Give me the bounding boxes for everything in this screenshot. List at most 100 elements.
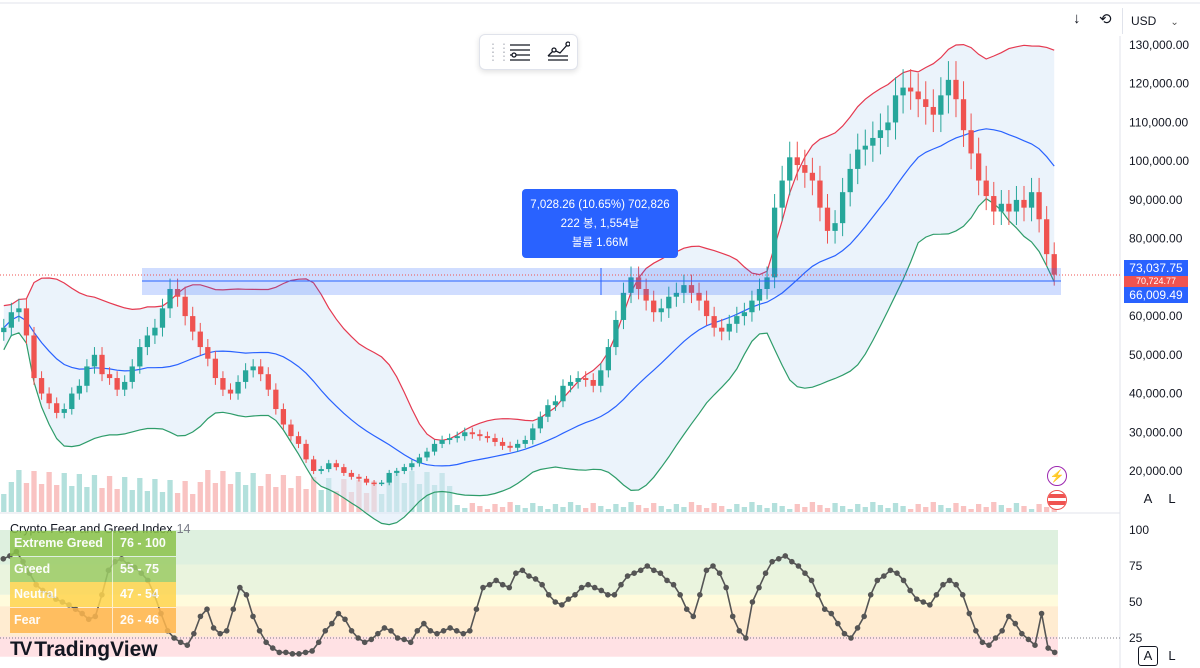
candle-body [983, 180, 989, 197]
fng-point [664, 577, 670, 584]
fng-point [1032, 642, 1038, 648]
currency-select[interactable]: USD ⌄ [1122, 8, 1200, 34]
zone-name: Greed [14, 561, 51, 576]
zone-divider [112, 582, 113, 607]
volume-bar [930, 502, 936, 512]
candle-body [76, 385, 82, 394]
candle-body [915, 91, 921, 100]
fng-point [841, 630, 848, 637]
zone-name: Neutral [14, 587, 58, 601]
fng-point [177, 639, 184, 646]
candle-body [749, 300, 755, 313]
fng-point [789, 558, 795, 565]
volume-bar [870, 502, 876, 512]
fng-point [493, 577, 499, 584]
candle-body [741, 312, 748, 317]
fng-point [769, 558, 775, 565]
volume-bar [318, 490, 324, 512]
fng-point [802, 570, 808, 576]
indicator-log-button[interactable]: L [1168, 648, 1176, 663]
fng-point [1019, 630, 1025, 637]
drag-handle-icon[interactable]: ⋮⋮ ⋮⋮ [487, 41, 510, 63]
volume-bar [447, 486, 453, 512]
fng-point [736, 628, 743, 634]
candle-body [507, 445, 513, 448]
fng-point [453, 628, 460, 634]
fng-point [256, 628, 263, 634]
object-tree-icon[interactable] [546, 41, 570, 63]
fng-point [1051, 649, 1058, 656]
floating-toolbar[interactable]: ⋮⋮ ⋮⋮ [479, 34, 578, 70]
lightning-icon[interactable]: ⚡ [1047, 466, 1067, 486]
candle-body [824, 207, 831, 231]
fng-point [552, 599, 559, 605]
volume-bar [242, 485, 249, 512]
fng-point [210, 625, 217, 631]
volume-bar [741, 507, 748, 512]
fng-point [835, 620, 841, 627]
volume-bar [953, 503, 959, 512]
volume-bar [703, 508, 710, 512]
candle-body [303, 443, 309, 460]
fng-point [795, 563, 802, 569]
volume-bar [295, 476, 302, 512]
candle-body [492, 438, 498, 442]
volume-bar [46, 472, 52, 512]
candle-body [530, 428, 536, 441]
zone-range: 76 - 100 [120, 536, 166, 550]
download-icon[interactable]: ↓ [1073, 10, 1081, 27]
candle-body [424, 451, 430, 458]
volume-bar [862, 507, 868, 512]
fng-point [486, 581, 493, 588]
fullscreen-icon[interactable]: ⟲ [1099, 11, 1112, 28]
volume-bar [809, 502, 816, 512]
volume-bar [454, 505, 460, 512]
zone-legend-row: Fear 26 - 46 [10, 607, 176, 633]
us-flag-icon[interactable] [1047, 490, 1067, 510]
candle-body [719, 327, 725, 332]
fng-point [907, 587, 913, 594]
volume-bar [507, 502, 513, 512]
candle-body [976, 153, 982, 181]
log-scale-button[interactable]: L [1168, 491, 1176, 506]
indicator-tick-label: 75 [1129, 559, 1143, 573]
price-tick-label: 110,000.00 [1129, 115, 1188, 129]
volume-bar [583, 508, 589, 512]
volume-bar [31, 471, 37, 512]
candle-body [998, 203, 1004, 212]
volume-bar [824, 508, 831, 512]
fng-point [986, 642, 992, 648]
indicator-auto-button[interactable]: A [1138, 646, 1158, 666]
candle-body [167, 288, 173, 309]
volume-bar [817, 505, 823, 512]
fng-point [381, 625, 388, 631]
candle-body [341, 467, 347, 473]
volume-bar [1044, 507, 1050, 512]
settings-lines-icon[interactable] [508, 41, 532, 63]
candle-body [598, 370, 604, 386]
candle-body [288, 424, 294, 437]
fng-point [289, 651, 296, 657]
fng-point [191, 630, 197, 637]
auto-scale-button[interactable]: A [1143, 491, 1153, 506]
candle-body [658, 308, 664, 313]
fng-point [394, 635, 401, 641]
volume-bar [711, 503, 717, 512]
candle-body [462, 432, 468, 437]
candle-body [378, 482, 385, 485]
candle-body [431, 443, 438, 452]
volume-bar [431, 485, 438, 512]
volume-bar [499, 507, 506, 512]
fng-point [1025, 636, 1032, 643]
volume-bar [960, 506, 967, 512]
chevron-down-icon: ⌄ [1170, 17, 1179, 28]
candle-body [764, 277, 770, 289]
fng-point [953, 581, 959, 588]
volume-bar [537, 506, 543, 512]
candle-body [174, 288, 181, 297]
fng-point [572, 592, 578, 598]
fng-point [775, 556, 782, 562]
volume-bar [1028, 509, 1035, 512]
fng-point [999, 628, 1005, 634]
